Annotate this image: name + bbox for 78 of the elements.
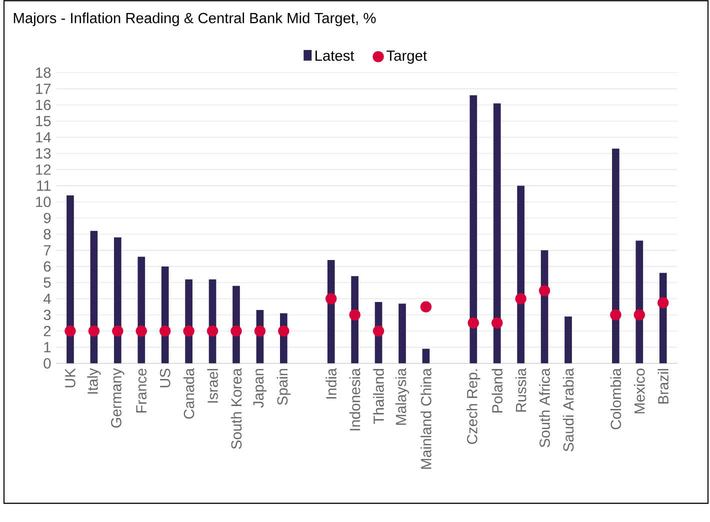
bar	[422, 348, 430, 364]
point	[230, 325, 242, 337]
point	[468, 317, 479, 329]
y-tick-label: 9	[44, 212, 51, 224]
x-tick-label: Malaysia	[395, 368, 410, 425]
x-tick-label: Indonesia	[349, 368, 360, 430]
point	[183, 325, 194, 337]
y-tick-label: 12	[36, 164, 51, 175]
chart-title: Majors - Inflation Reading & Central Bank Mid Target, %	[14, 12, 376, 26]
y-tick-label: 15	[36, 116, 51, 126]
y-tick-label: 5	[44, 277, 51, 288]
bar	[517, 186, 524, 364]
point	[658, 297, 669, 308]
point	[610, 309, 622, 320]
x-tick-label: Thailand	[373, 369, 384, 424]
point	[325, 293, 337, 304]
bar	[66, 195, 74, 364]
x-tick-label: Canada	[183, 368, 194, 419]
bar	[493, 103, 501, 364]
y-tick-label: 10	[36, 196, 51, 208]
x-tick-label: Israel	[207, 369, 218, 403]
x-tick-label: Germany	[111, 368, 124, 428]
x-tick-label: US	[160, 368, 170, 388]
y-tick-label: 2	[44, 326, 51, 336]
y-tick-label: 16	[36, 100, 51, 110]
x-tick-label: Spain	[276, 369, 290, 405]
point	[112, 325, 124, 337]
y-tick-label: 0	[44, 358, 51, 369]
point	[538, 285, 550, 296]
x-tick-label: Poland	[492, 368, 502, 412]
point	[634, 309, 645, 320]
y-tick-label: 1	[44, 342, 51, 352]
point	[136, 325, 147, 337]
point	[278, 325, 290, 337]
x-tick-label: UK	[65, 368, 76, 388]
point	[372, 325, 384, 337]
bar	[398, 304, 406, 364]
x-tick-label: India	[326, 368, 336, 398]
y-tick-label: 8	[44, 228, 51, 240]
point	[515, 293, 526, 304]
point	[206, 325, 218, 337]
x-tick-label: South Africa	[539, 368, 550, 448]
bar	[564, 316, 572, 364]
bar	[612, 148, 620, 364]
y-tick-label: 3	[44, 310, 51, 320]
x-tick-label: Colombia	[610, 368, 622, 430]
legend-label: Latest	[316, 50, 354, 61]
x-tick-label: Brazil	[658, 369, 668, 404]
x-tick-label: Czech Rep.	[466, 369, 480, 444]
y-tick-label: 6	[44, 261, 51, 272]
x-tick-label: Japan	[253, 369, 267, 408]
point	[420, 301, 432, 312]
point	[349, 309, 360, 320]
x-tick-label: Italy	[87, 368, 101, 394]
y-tick-label: 7	[44, 245, 51, 256]
point	[492, 317, 503, 329]
x-tick-label: France	[136, 368, 146, 412]
point	[64, 325, 76, 337]
y-tick-label: 13	[36, 148, 51, 159]
x-tick-label: Russia	[515, 368, 526, 412]
y-tick-label: 18	[36, 67, 51, 78]
x-tick-label: Mainland China	[420, 368, 432, 469]
point	[254, 325, 266, 337]
x-tick-label: Mexico	[634, 368, 645, 414]
y-tick-label: 17	[36, 84, 51, 94]
y-tick-label: 14	[36, 132, 51, 142]
point	[159, 325, 171, 337]
y-tick-label: 4	[43, 294, 51, 304]
bar	[114, 237, 122, 364]
x-tick-label: Saudi Arabia	[562, 368, 574, 452]
x-tick-label: South Korea	[230, 368, 242, 449]
bar	[327, 260, 335, 364]
bar	[138, 256, 146, 364]
y-tick-label: 11	[37, 180, 51, 191]
point	[88, 325, 100, 337]
bar	[636, 240, 644, 364]
bar	[470, 95, 478, 364]
legend-label: Target	[386, 50, 427, 64]
